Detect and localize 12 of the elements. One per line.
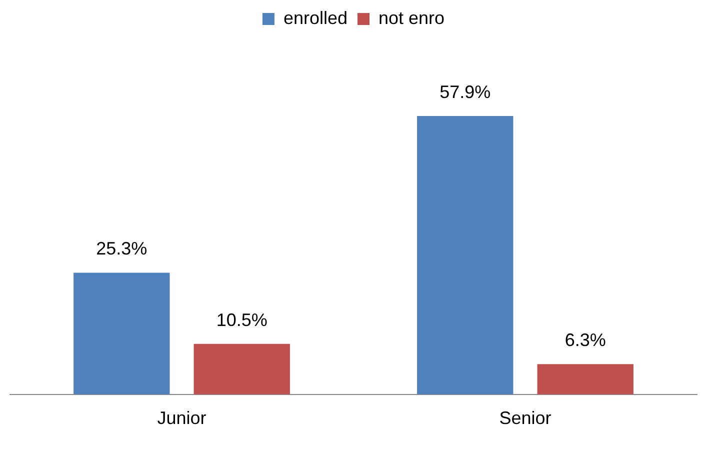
data-label: 25.3% [96, 238, 148, 259]
bar [537, 364, 634, 394]
bar [417, 116, 514, 394]
data-label: 10.5% [216, 310, 268, 330]
bar [74, 272, 170, 394]
legend-label: enrolled [283, 8, 348, 28]
x-tick-label: Senior [499, 408, 552, 428]
legend-label: not enro [378, 8, 445, 28]
x-tick-label: Junior [157, 408, 206, 428]
data-label: 57.9% [440, 82, 491, 102]
bar [194, 344, 290, 394]
data-label: 6.3% [564, 330, 606, 350]
